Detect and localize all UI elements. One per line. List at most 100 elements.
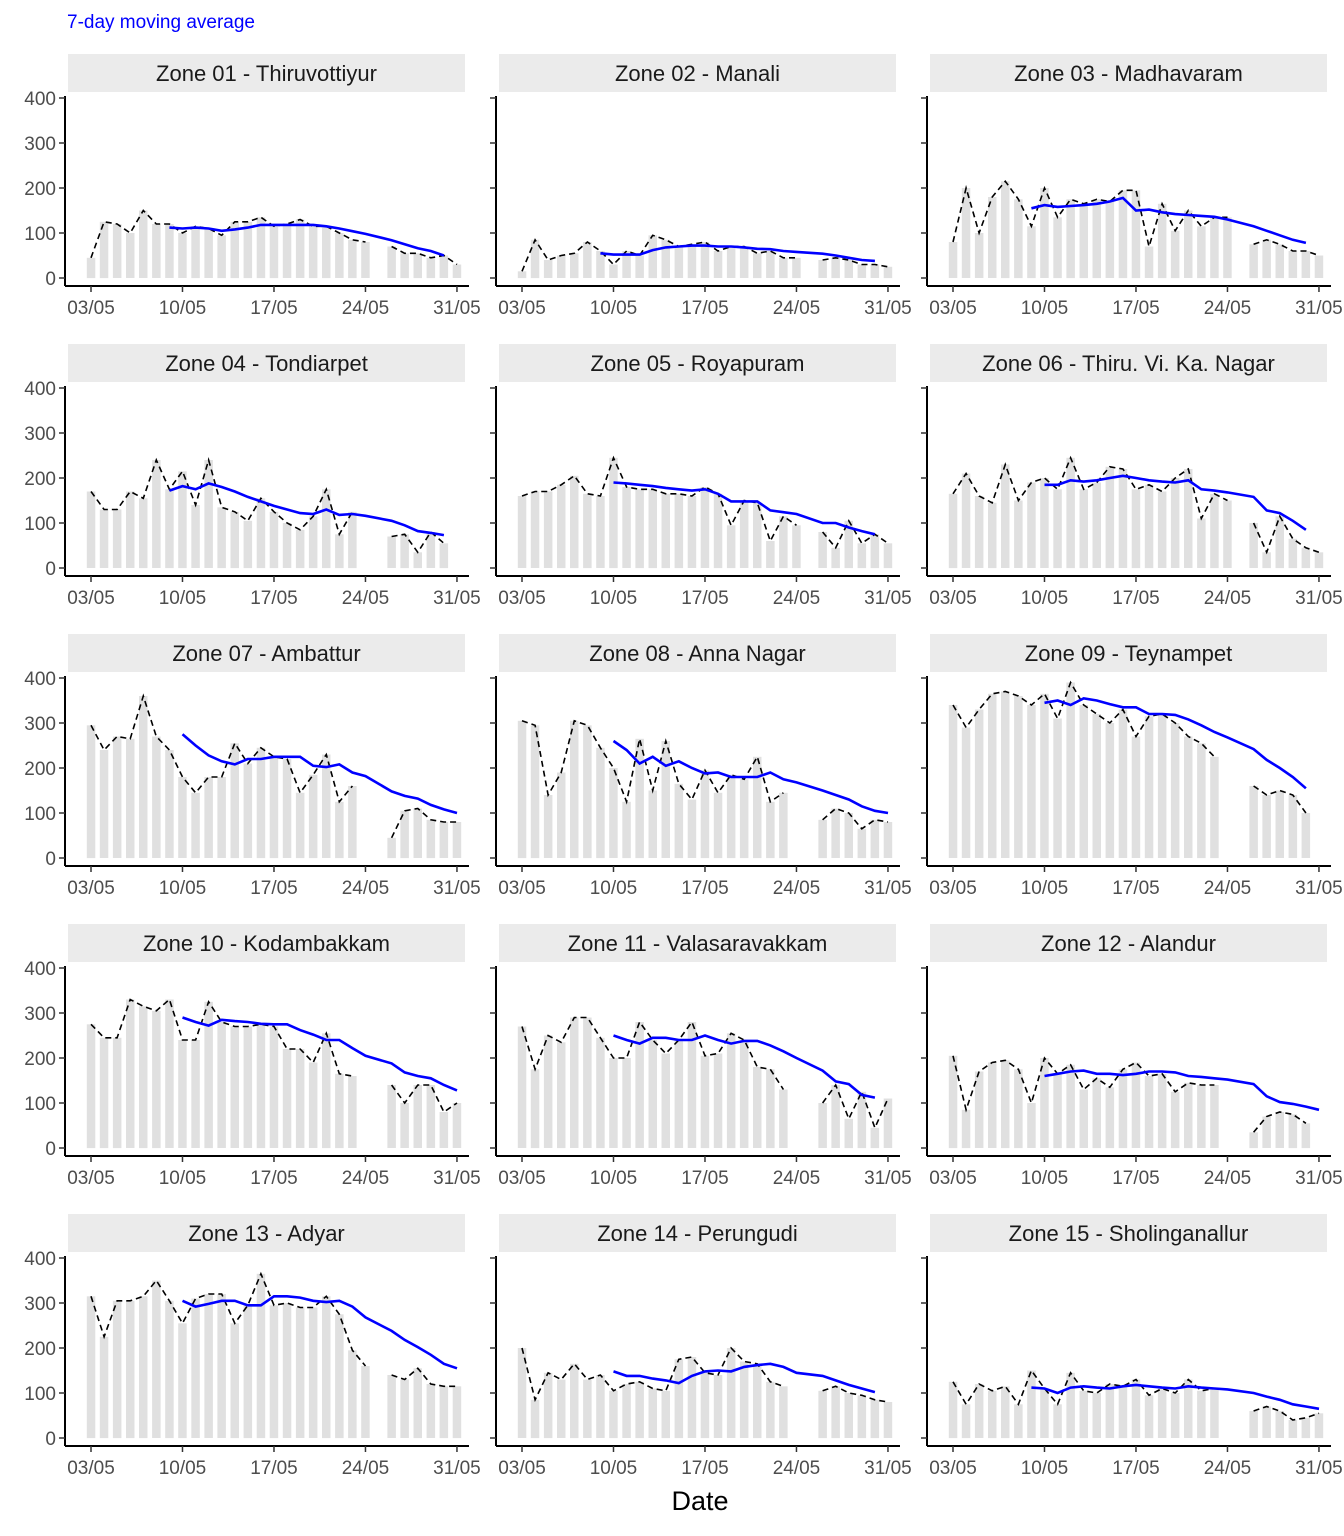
bar [818,532,827,568]
facet-strip [499,344,896,382]
bar [961,473,971,568]
y-tick-label: 100 [24,1384,56,1405]
bar [726,525,736,569]
bar [1275,516,1284,569]
x-tick-label: 10/05 [159,588,207,609]
bar [779,257,788,279]
bar [596,1375,605,1438]
x-tick-label: 31/05 [1295,1168,1343,1189]
bar [204,777,213,858]
bar [1197,1085,1206,1148]
x-tick-label: 10/05 [159,1458,207,1479]
bar [1079,203,1088,279]
facet-strip [930,924,1327,962]
bar [1184,210,1193,278]
facet-strip [68,344,465,382]
bar [766,251,775,278]
daily-cases-line [521,1016,889,1130]
bar [844,260,853,278]
bar [308,774,318,859]
bar [1105,723,1115,858]
moving-average-line [1044,1069,1320,1112]
bar [126,491,135,568]
bar [152,1280,161,1438]
x-tick-label: 31/05 [433,1168,481,1189]
bar [387,246,396,278]
bar [204,1294,213,1438]
bar [1184,469,1193,568]
bar [543,1035,553,1148]
bar [988,693,997,859]
bar [543,491,553,568]
bar [674,783,684,859]
bar [1262,795,1271,858]
x-tick-label: 17/05 [1112,1168,1160,1189]
bar [517,1348,527,1438]
bar [974,1384,984,1438]
x-tick-label: 24/05 [773,298,821,319]
facet-strip [930,634,1327,672]
bar [674,1040,684,1148]
x-tick-label: 10/05 [1021,298,1069,319]
bar [557,1379,566,1438]
bar [217,1022,226,1148]
bar [1040,693,1049,859]
bar [739,246,749,278]
bar [609,457,618,569]
bar [713,1053,723,1148]
bar [1262,239,1271,279]
bar [1053,1404,1062,1439]
bar [779,516,788,569]
bar [622,1058,631,1148]
bar [844,813,853,858]
bar [530,1069,540,1149]
bar [387,1375,396,1438]
moving-average-line [613,1362,876,1394]
x-tick-label: 17/05 [681,298,729,319]
moving-average-line [612,739,889,815]
bar [883,543,893,569]
bar [1288,795,1298,858]
bar [335,1314,344,1439]
bar [753,1363,762,1439]
bar [635,1022,644,1148]
y-tick-label: 200 [24,1049,56,1070]
bar [1275,244,1284,279]
daily-cases-line [952,455,1320,555]
x-tick-label: 31/05 [1295,1458,1343,1479]
bar [687,1022,697,1148]
bar [165,1300,174,1439]
x-tick-label: 10/05 [159,298,207,319]
x-tick-label: 31/05 [433,298,481,319]
x-tick-label: 10/05 [590,588,638,609]
bar [700,242,710,278]
y-tick-label: 300 [24,424,56,445]
bar [687,799,697,858]
bar [857,828,867,859]
bar [557,1042,566,1149]
bar [439,1386,449,1439]
bar [452,1386,462,1439]
x-tick-label: 31/05 [864,878,912,899]
x-tick-label: 24/05 [342,878,390,899]
bar [413,1368,422,1439]
bar [1001,691,1010,858]
bar [1027,705,1036,858]
bar [870,1399,880,1439]
bar [308,1062,318,1148]
bar [622,487,631,568]
x-tick-label: 24/05 [342,1458,390,1479]
bar [831,257,840,279]
bar [635,738,644,859]
x-tick-label: 31/05 [864,588,912,609]
bar [204,1001,213,1149]
y-tick-label: 200 [24,759,56,780]
bar [1170,1393,1180,1438]
x-tick-label: 03/05 [929,1458,977,1479]
bar [857,1395,867,1439]
bar [779,792,788,859]
x-tick-label: 31/05 [433,588,481,609]
bar [988,1062,997,1148]
bar [452,264,462,278]
bar [831,547,840,569]
